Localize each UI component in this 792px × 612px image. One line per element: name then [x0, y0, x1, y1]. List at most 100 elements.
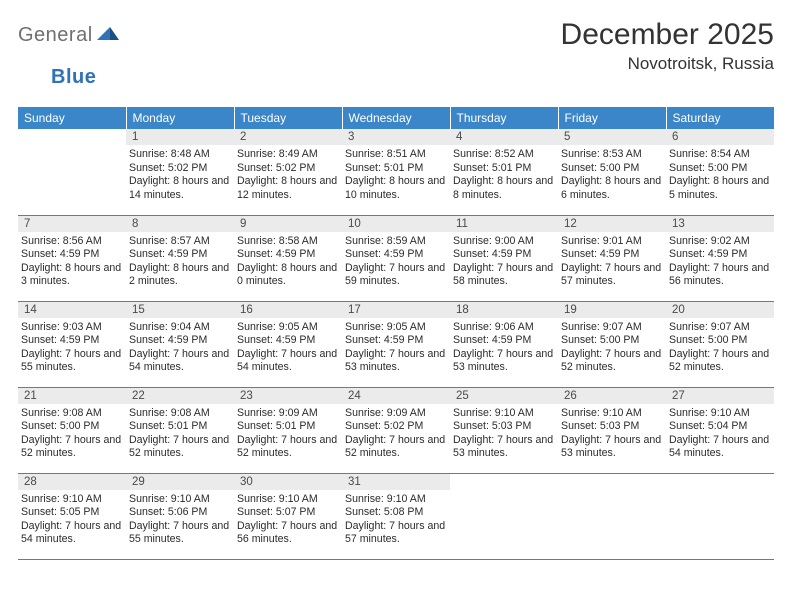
daylight-line: Daylight: 7 hours and 52 minutes. — [345, 434, 447, 461]
sunrise-line: Sunrise: 9:10 AM — [129, 493, 231, 507]
day-number: 13 — [666, 216, 774, 232]
calendar-cell: 5Sunrise: 8:53 AMSunset: 5:00 PMDaylight… — [558, 129, 666, 215]
day-details: Sunrise: 9:10 AMSunset: 5:06 PMDaylight:… — [126, 490, 234, 551]
sunset-line: Sunset: 4:59 PM — [237, 248, 339, 262]
sunset-line: Sunset: 5:01 PM — [129, 420, 231, 434]
calendar-cell: 13Sunrise: 9:02 AMSunset: 4:59 PMDayligh… — [666, 215, 774, 301]
calendar-row: 14Sunrise: 9:03 AMSunset: 4:59 PMDayligh… — [18, 301, 774, 387]
sunrise-line: Sunrise: 9:10 AM — [21, 493, 123, 507]
calendar-table: Sunday Monday Tuesday Wednesday Thursday… — [18, 107, 774, 560]
day-number: 9 — [234, 216, 342, 232]
day-details: Sunrise: 9:03 AMSunset: 4:59 PMDaylight:… — [18, 318, 126, 379]
day-details: Sunrise: 9:10 AMSunset: 5:05 PMDaylight:… — [18, 490, 126, 551]
calendar-cell: 31 Sunrise: 9:10 AMSunset: 5:08 PMDayligh… — [342, 473, 450, 559]
sunrise-line: Sunrise: 9:09 AM — [345, 407, 447, 421]
sunrise-line: Sunrise: 9:08 AM — [129, 407, 231, 421]
day-details: Sunrise: 9:10 AMSunset: 5:04 PMDaylight:… — [666, 404, 774, 465]
calendar-cell: 28Sunrise: 9:10 AMSunset: 5:05 PMDayligh… — [18, 473, 126, 559]
day-number: 11 — [450, 216, 558, 232]
day-details: Sunrise: 9:10 AMSunset: 5:03 PMDaylight:… — [450, 404, 558, 465]
calendar-cell: 24 Sunrise: 9:09 AMSunset: 5:02 PMDayligh… — [342, 387, 450, 473]
sunrise-line: Sunrise: 9:07 AM — [561, 321, 663, 335]
calendar-cell: 3Sunrise: 8:51 AMSunset: 5:01 PMDaylight… — [342, 129, 450, 215]
sunset-line: Sunset: 5:08 PM — [345, 506, 447, 520]
sunrise-line: Sunrise: 8:58 AM — [237, 235, 339, 249]
day-number: 31 — [342, 474, 450, 490]
sunset-line: Sunset: 4:59 PM — [237, 334, 339, 348]
day-number: 15 — [126, 302, 234, 318]
daylight-line: Daylight: 8 hours and 2 minutes. — [129, 262, 231, 289]
day-number: 6 — [666, 129, 774, 145]
day-number: 2 — [234, 129, 342, 145]
daylight-line: Daylight: 7 hours and 55 minutes. — [21, 348, 123, 375]
sunset-line: Sunset: 4:59 PM — [129, 248, 231, 262]
daylight-line: Daylight: 7 hours and 52 minutes. — [669, 348, 771, 375]
weekday-header: Monday — [126, 107, 234, 129]
sunset-line: Sunset: 5:07 PM — [237, 506, 339, 520]
daylight-line: Daylight: 8 hours and 8 minutes. — [453, 175, 555, 202]
sunset-line: Sunset: 4:59 PM — [129, 334, 231, 348]
calendar-cell: 1Sunrise: 8:48 AMSunset: 5:02 PMDaylight… — [126, 129, 234, 215]
sunrise-line: Sunrise: 8:48 AM — [129, 148, 231, 162]
weekday-header: Sunday — [18, 107, 126, 129]
day-details: Sunrise: 9:05 AMSunset: 4:59 PMDaylight:… — [342, 318, 450, 379]
sunrise-line: Sunrise: 9:10 AM — [345, 493, 447, 507]
day-number: 4 — [450, 129, 558, 145]
day-details: Sunrise: 8:59 AMSunset: 4:59 PMDaylight:… — [342, 232, 450, 293]
calendar-cell: 27Sunrise: 9:10 AMSunset: 5:04 PMDayligh… — [666, 387, 774, 473]
weekday-header: Saturday — [666, 107, 774, 129]
daylight-line: Daylight: 8 hours and 12 minutes. — [237, 175, 339, 202]
sunrise-line: Sunrise: 9:08 AM — [21, 407, 123, 421]
sunrise-line: Sunrise: 9:01 AM — [561, 235, 663, 249]
sunset-line: Sunset: 4:59 PM — [21, 334, 123, 348]
sunrise-line: Sunrise: 9:10 AM — [669, 407, 771, 421]
day-details: Sunrise: 8:51 AMSunset: 5:01 PMDaylight:… — [342, 145, 450, 206]
calendar-cell: 15Sunrise: 9:04 AMSunset: 4:59 PMDayligh… — [126, 301, 234, 387]
daylight-line: Daylight: 7 hours and 54 minutes. — [669, 434, 771, 461]
sunset-line: Sunset: 5:02 PM — [129, 162, 231, 176]
daylight-line: Daylight: 7 hours and 52 minutes. — [129, 434, 231, 461]
calendar-cell: . — [18, 129, 126, 215]
page-title: December 2025 — [561, 18, 774, 52]
day-details: Sunrise: 9:05 AMSunset: 4:59 PMDaylight:… — [234, 318, 342, 379]
day-details: Sunrise: 9:07 AMSunset: 5:00 PMDaylight:… — [558, 318, 666, 379]
day-number: 20 — [666, 302, 774, 318]
day-number: 28 — [18, 474, 126, 490]
day-number: 7 — [18, 216, 126, 232]
day-details: Sunrise: 9:06 AMSunset: 4:59 PMDaylight:… — [450, 318, 558, 379]
calendar-cell: 23Sunrise: 9:09 AMSunset: 5:01 PMDayligh… — [234, 387, 342, 473]
day-number: 10 — [342, 216, 450, 232]
calendar-cell: 12Sunrise: 9:01 AMSunset: 4:59 PMDayligh… — [558, 215, 666, 301]
day-number: 26 — [558, 388, 666, 404]
day-number: 27 — [666, 388, 774, 404]
sunset-line: Sunset: 5:04 PM — [669, 420, 771, 434]
day-details: Sunrise: 8:53 AMSunset: 5:00 PMDaylight:… — [558, 145, 666, 206]
day-number: 30 — [234, 474, 342, 490]
calendar-cell: 18Sunrise: 9:06 AMSunset: 4:59 PMDayligh… — [450, 301, 558, 387]
daylight-line: Daylight: 7 hours and 57 minutes. — [345, 520, 447, 547]
sunset-line: Sunset: 5:02 PM — [237, 162, 339, 176]
daylight-line: Daylight: 7 hours and 53 minutes. — [453, 348, 555, 375]
day-number: 24 — [342, 388, 450, 404]
daylight-line: Daylight: 7 hours and 53 minutes. — [345, 348, 447, 375]
day-details: Sunrise: 8:54 AMSunset: 5:00 PMDaylight:… — [666, 145, 774, 206]
sunset-line: Sunset: 5:00 PM — [561, 334, 663, 348]
day-number: 22 — [126, 388, 234, 404]
sunrise-line: Sunrise: 9:10 AM — [237, 493, 339, 507]
day-details: Sunrise: 9:09 AMSunset: 5:01 PMDaylight:… — [234, 404, 342, 465]
calendar-row: 28Sunrise: 9:10 AMSunset: 5:05 PMDayligh… — [18, 473, 774, 559]
day-number: 23 — [234, 388, 342, 404]
sunrise-line: Sunrise: 9:10 AM — [453, 407, 555, 421]
sunset-line: Sunset: 4:59 PM — [21, 248, 123, 262]
day-number: 8 — [126, 216, 234, 232]
weekday-header: Tuesday — [234, 107, 342, 129]
calendar-row: .1Sunrise: 8:48 AMSunset: 5:02 PMDayligh… — [18, 129, 774, 215]
calendar-cell: 7Sunrise: 8:56 AMSunset: 4:59 PMDaylight… — [18, 215, 126, 301]
sunset-line: Sunset: 5:02 PM — [345, 420, 447, 434]
sunset-line: Sunset: 4:59 PM — [345, 248, 447, 262]
daylight-line: Daylight: 7 hours and 54 minutes. — [21, 520, 123, 547]
sunset-line: Sunset: 4:59 PM — [345, 334, 447, 348]
daylight-line: Daylight: 8 hours and 5 minutes. — [669, 175, 771, 202]
day-details: Sunrise: 8:48 AMSunset: 5:02 PMDaylight:… — [126, 145, 234, 206]
calendar-cell: . — [666, 473, 774, 559]
